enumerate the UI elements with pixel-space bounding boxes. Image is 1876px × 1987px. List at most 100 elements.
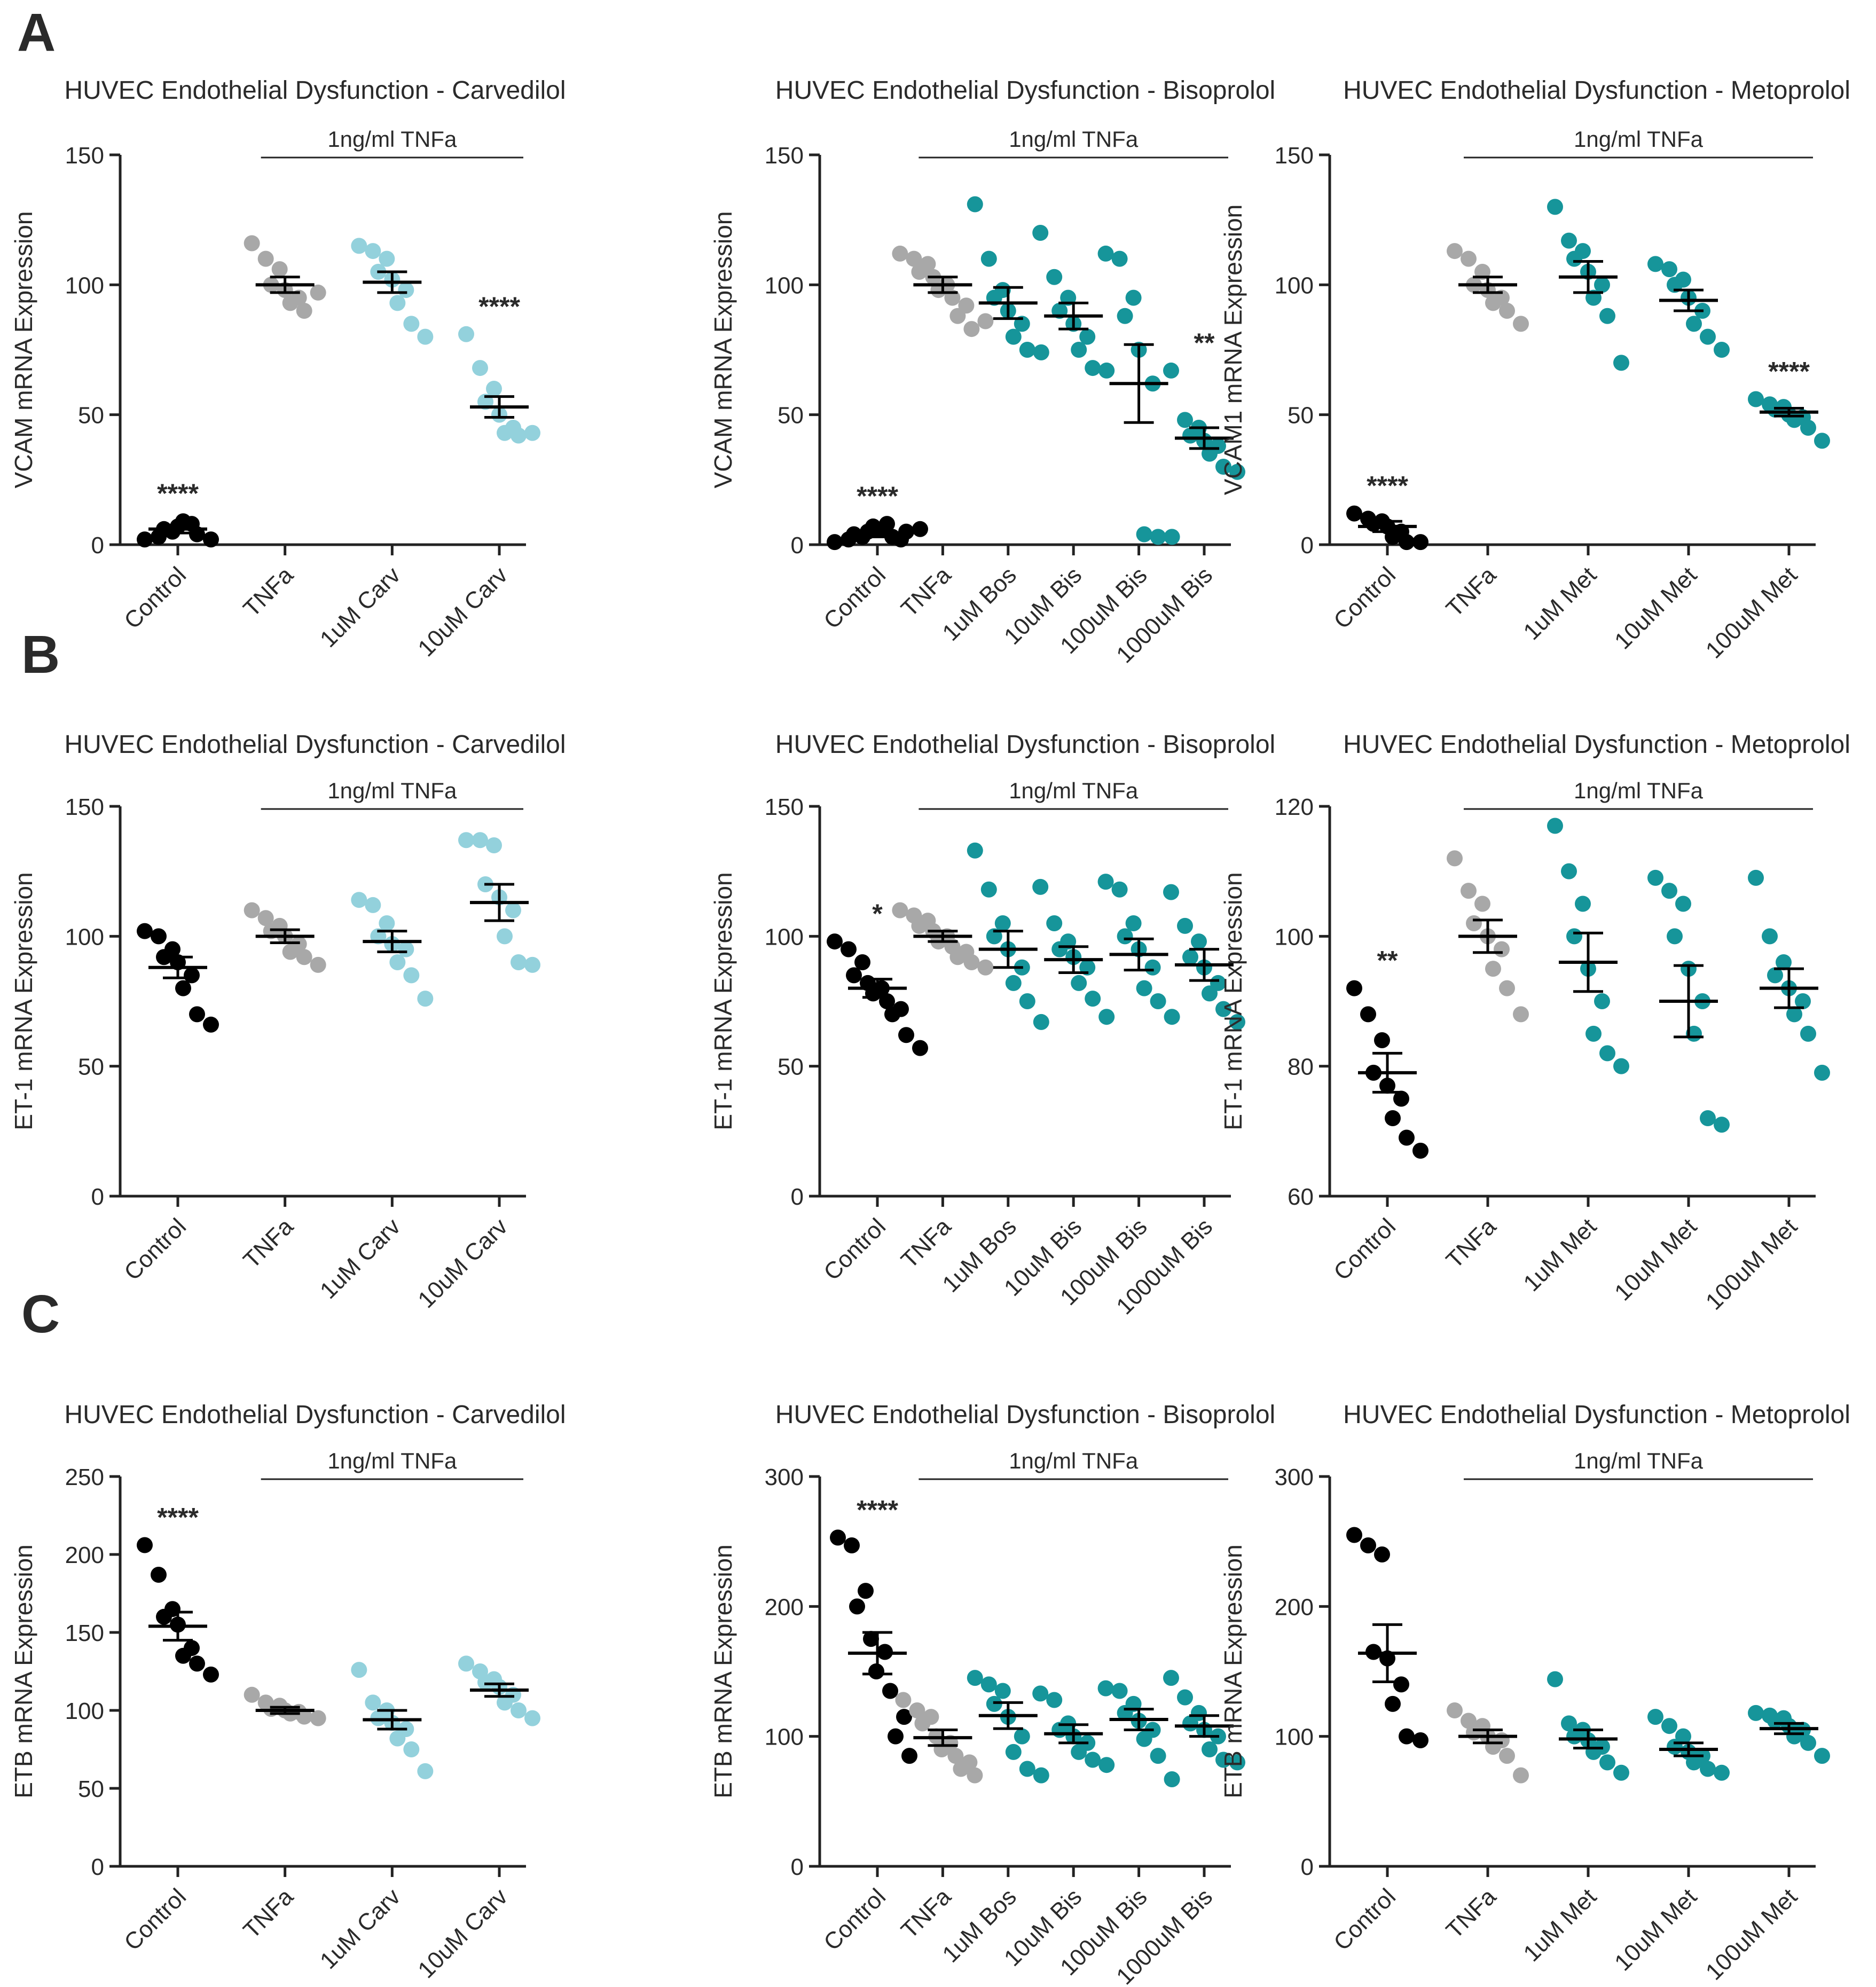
data-point xyxy=(1748,391,1764,407)
data-point xyxy=(1714,1117,1730,1133)
data-point xyxy=(257,910,274,926)
significance-marker: ** xyxy=(1377,946,1398,976)
treatment-bracket-label: 1ng/ml TNFa xyxy=(327,778,457,803)
data-point xyxy=(458,1655,474,1672)
x-tick-label: 10uM Met xyxy=(1610,1883,1702,1976)
chart-b-bisoprolol: HUVEC Endothelial Dysfunction - Bisoprol… xyxy=(709,731,1275,1320)
data-point xyxy=(882,1683,898,1699)
data-point xyxy=(1071,1743,1087,1760)
data-point xyxy=(1346,505,1362,522)
data-point xyxy=(911,264,928,280)
data-point xyxy=(1700,1110,1716,1126)
chart-title: HUVEC Endothelial Dysfunction - Metoprol… xyxy=(1343,1401,1850,1429)
data-point xyxy=(1513,316,1529,332)
data-point xyxy=(1647,869,1663,886)
y-tick-label: 150 xyxy=(65,794,104,820)
data-point xyxy=(1229,1014,1245,1030)
y-tick-label: 50 xyxy=(778,403,804,429)
data-point xyxy=(909,1702,925,1718)
data-point xyxy=(892,245,908,262)
data-point xyxy=(844,1537,860,1553)
data-point xyxy=(1097,245,1114,262)
data-group xyxy=(1032,225,1115,379)
x-tick-label: Control xyxy=(819,562,891,634)
significance-marker: * xyxy=(872,899,883,929)
x-tick-label: 100uM Met xyxy=(1701,562,1802,663)
chart-title: HUVEC Endothelial Dysfunction - Bisoprol… xyxy=(775,1401,1275,1429)
y-tick-label: 200 xyxy=(65,1542,104,1568)
data-point xyxy=(1599,308,1615,324)
data-point xyxy=(203,531,219,548)
data-point xyxy=(1393,1676,1409,1693)
data-point xyxy=(511,427,527,444)
data-point xyxy=(310,1710,326,1726)
data-group xyxy=(1547,818,1629,1074)
data-point xyxy=(953,1761,969,1777)
data-point xyxy=(980,1676,997,1693)
data-point xyxy=(486,381,502,397)
y-tick-label: 200 xyxy=(1275,1594,1314,1620)
data-point xyxy=(1111,250,1128,267)
significance-marker: **** xyxy=(478,292,520,321)
data-point xyxy=(175,1647,191,1664)
data-point xyxy=(1385,1110,1401,1126)
panel-label-a: A xyxy=(17,3,56,62)
data-point xyxy=(1215,1001,1231,1017)
x-tick-label: 10uM Met xyxy=(1610,562,1702,654)
data-point xyxy=(1786,1006,1802,1023)
y-tick-label: 0 xyxy=(91,532,104,559)
data-point xyxy=(1767,1713,1783,1729)
data-point xyxy=(1613,1058,1629,1074)
data-point xyxy=(1795,993,1811,1009)
data-point xyxy=(1399,1728,1415,1745)
data-point xyxy=(854,954,870,970)
x-tick-label: 10uM Carv xyxy=(413,1213,513,1313)
data-point xyxy=(1566,250,1582,267)
y-tick-label: 50 xyxy=(78,403,104,429)
x-tick-label: Control xyxy=(119,1213,191,1285)
data-point xyxy=(827,534,843,551)
data-point xyxy=(1046,915,1063,931)
data-group: ** xyxy=(1346,946,1428,1159)
data-point xyxy=(1019,1761,1035,1777)
data-point xyxy=(977,959,994,976)
y-axis-label: VCAM1 mRNA Expression xyxy=(1219,205,1247,496)
x-tick-label: Control xyxy=(1329,1213,1401,1285)
data-point xyxy=(1182,427,1198,444)
x-tick-label: TNFa xyxy=(896,1883,956,1944)
data-point xyxy=(1393,1090,1409,1107)
data-point xyxy=(1485,295,1501,311)
y-tick-label: 0 xyxy=(91,1854,104,1880)
data-point xyxy=(841,941,857,957)
data-point xyxy=(189,1655,205,1672)
data-point xyxy=(365,243,381,260)
chart-title: HUVEC Endothelial Dysfunction - Bisoprol… xyxy=(775,76,1275,105)
data-point xyxy=(403,967,420,984)
data-point xyxy=(137,923,153,939)
data-point xyxy=(1667,1739,1683,1755)
data-point xyxy=(1474,896,1490,912)
data-group xyxy=(137,923,219,1033)
chart-c-carvedilol: HUVEC Endothelial Dysfunction - Carvedil… xyxy=(10,1401,566,1983)
data-point xyxy=(1177,1689,1193,1706)
data-point xyxy=(497,425,513,441)
data-point xyxy=(1117,928,1133,945)
data-point xyxy=(1033,1767,1049,1784)
data-point xyxy=(1547,199,1563,215)
data-point xyxy=(1098,1009,1115,1025)
y-tick-label: 50 xyxy=(78,1776,104,1802)
data-point xyxy=(477,1674,493,1691)
x-tick-label: 10uM Met xyxy=(1610,1213,1702,1306)
y-tick-label: 200 xyxy=(765,1594,804,1620)
data-point xyxy=(379,250,395,267)
data-point xyxy=(912,521,928,537)
data-point xyxy=(1494,941,1510,957)
x-tick-label: 1uM Met xyxy=(1518,1883,1602,1967)
data-group xyxy=(1032,878,1115,1025)
data-point xyxy=(1098,1757,1115,1773)
x-tick-label: Control xyxy=(119,562,191,634)
y-tick-label: 150 xyxy=(765,794,804,820)
data-point xyxy=(1019,993,1035,1009)
significance-marker: **** xyxy=(157,478,199,508)
data-point xyxy=(1762,928,1778,945)
